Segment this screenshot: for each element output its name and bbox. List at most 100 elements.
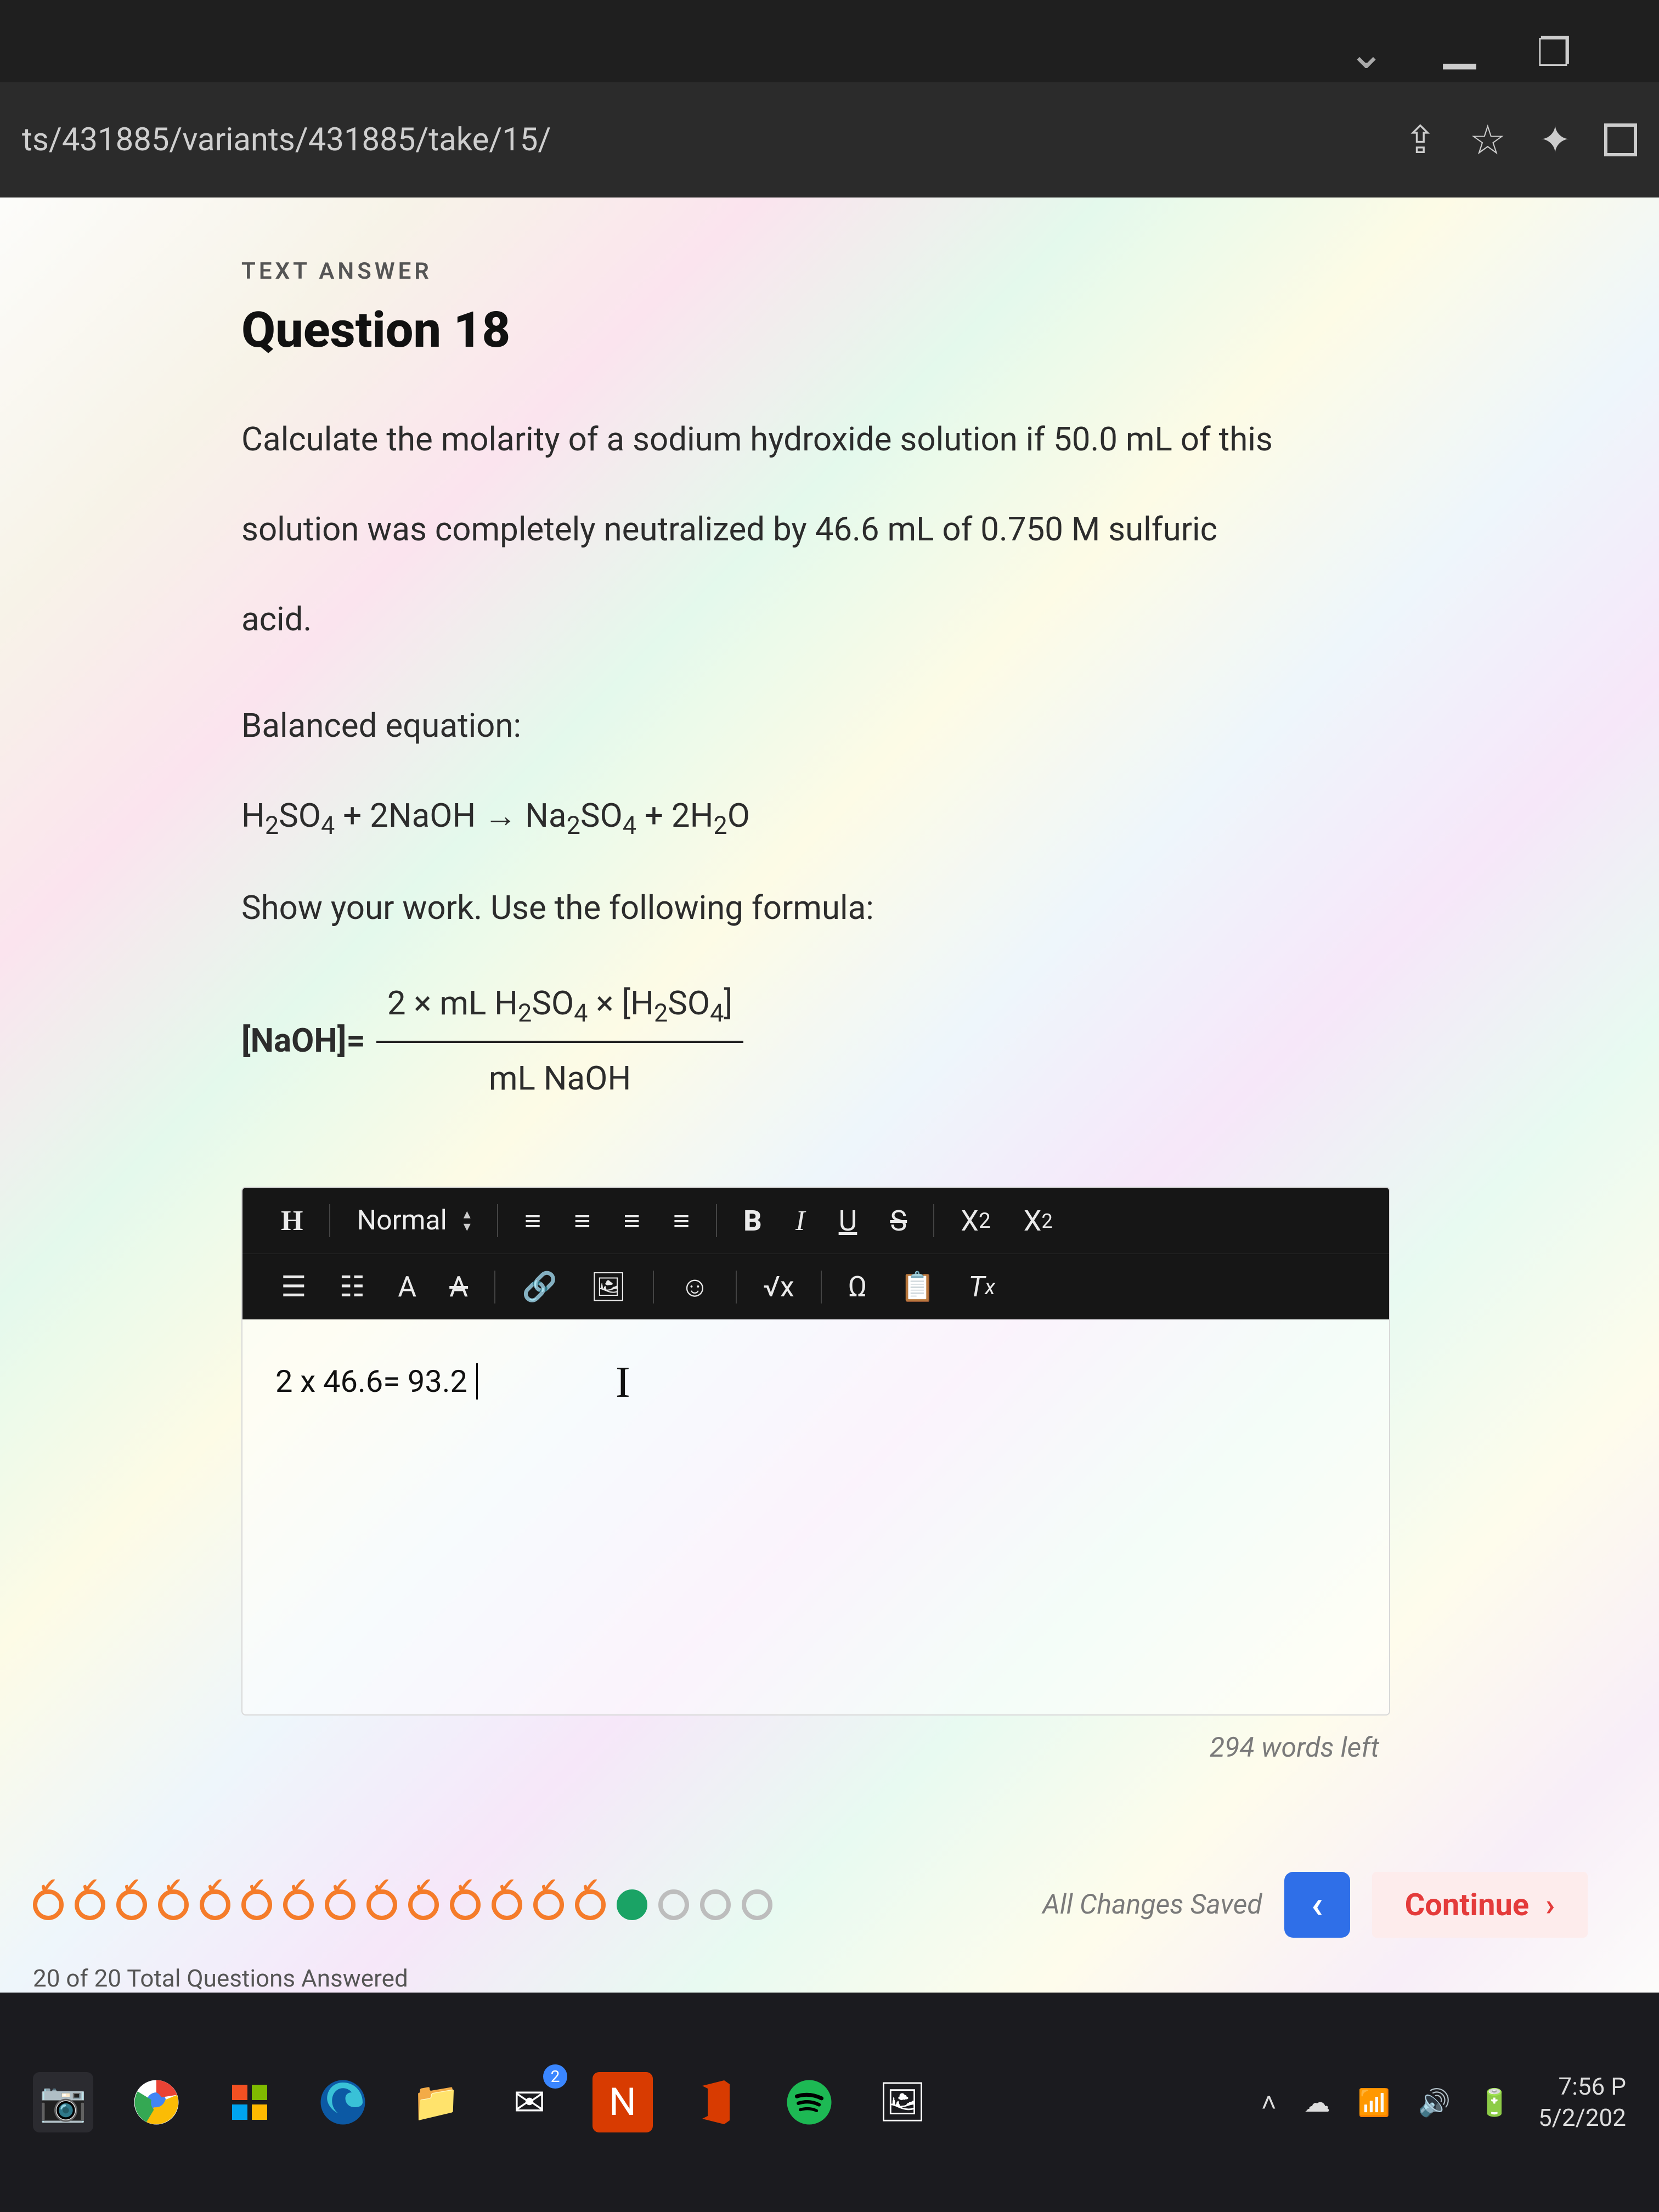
question-dot[interactable]: ✔	[200, 1889, 230, 1920]
check-icon: ✔	[247, 1873, 266, 1899]
underline-button[interactable]: U	[822, 1199, 874, 1243]
question-dot[interactable]	[700, 1889, 731, 1920]
office-icon[interactable]	[686, 2072, 746, 2132]
question-dot[interactable]: ✔	[533, 1889, 564, 1920]
question-dot[interactable]: ✔	[492, 1889, 522, 1920]
microsoft-store-icon[interactable]	[219, 2072, 280, 2132]
bold-button[interactable]: B	[727, 1199, 778, 1243]
system-tray: ˄ ☁ 📶 🔊 🔋 7:56 P 5/2/202	[1261, 2071, 1626, 2134]
account-icon[interactable]	[1604, 123, 1637, 156]
tray-chevron-icon[interactable]: ˄	[1261, 2087, 1277, 2118]
align-justify-icon[interactable]: ≡	[657, 1199, 706, 1243]
onedrive-icon[interactable]: ☁	[1304, 2087, 1330, 2118]
align-right-icon[interactable]: ≡	[607, 1199, 657, 1243]
equation-icon[interactable]: √x	[747, 1265, 811, 1309]
check-icon: ✔	[289, 1873, 308, 1899]
question-dots: ✔ ✔ ✔ ✔ ✔ ✔ ✔ ✔ ✔ ✔ ✔ ✔ ✔ ✔	[33, 1889, 772, 1920]
question-dot[interactable]: ✔	[33, 1889, 64, 1920]
taskbar-apps: 📷 📁 ✉2 N 🖼	[33, 2072, 933, 2132]
check-icon: ✔	[498, 1873, 516, 1899]
check-icon: ✔	[373, 1873, 391, 1899]
question-dot[interactable]: ✔	[116, 1889, 147, 1920]
words-remaining: 294 words left	[241, 1716, 1390, 1764]
question-dot[interactable]: ✔	[325, 1889, 356, 1920]
question-body: Calculate the molarity of a sodium hydro…	[241, 408, 1390, 1110]
paste-icon[interactable]: 📋	[883, 1265, 952, 1309]
editor-toolbar: H Normal ▴▾ ≡ ≡ ≡ ≡ B I U S	[242, 1188, 1389, 1319]
link-icon[interactable]: 🔗	[505, 1265, 574, 1309]
italic-button[interactable]: I	[778, 1199, 822, 1243]
address-bar[interactable]: ts/431885/variants/431885/take/15/ ⇪ ☆ ✦	[0, 82, 1659, 198]
heading-button[interactable]: H	[264, 1199, 319, 1243]
prompt-line-2: solution was completely neutralized by 4…	[241, 498, 1390, 561]
special-char-icon[interactable]: Ω	[832, 1265, 884, 1309]
ordered-list-icon[interactable]: ☷	[323, 1265, 382, 1309]
battery-icon[interactable]: 🔋	[1478, 2087, 1511, 2118]
edge-icon[interactable]	[313, 2072, 373, 2132]
formula: [NaOH]= 2 × mL H2SO4 × [H2SO4] mL NaOH	[241, 972, 1390, 1110]
check-icon: ✔	[539, 1873, 558, 1899]
minimize-icon[interactable]: ―	[1440, 38, 1478, 96]
clock[interactable]: 7:56 P 5/2/202	[1538, 2071, 1626, 2134]
answer-type-label: TEXT ANSWER	[241, 258, 1390, 285]
chevron-down-icon[interactable]: ⌄	[1348, 27, 1385, 79]
spotify-icon[interactable]	[779, 2072, 839, 2132]
question-dot[interactable]	[658, 1889, 689, 1920]
continue-button[interactable]: Continue›	[1372, 1872, 1588, 1938]
prompt-line-1: Calculate the molarity of a sodium hydro…	[241, 408, 1390, 471]
question-dot[interactable]: ✔	[450, 1889, 481, 1920]
file-explorer-icon[interactable]: 📁	[406, 2072, 466, 2132]
align-left-icon[interactable]: ≡	[508, 1199, 557, 1243]
onenote-icon[interactable]: N	[592, 2072, 653, 2132]
question-nav: ✔✔✔✔✔✔✔✔✔✔✔✔✔✔ All Changes Saved ‹ Conti…	[33, 1850, 1588, 1960]
question-dot[interactable]: ✔	[408, 1889, 439, 1920]
chrome-icon[interactable]	[126, 2072, 187, 2132]
question-dot[interactable]: ✔	[75, 1889, 105, 1920]
question-dot[interactable]: ✔	[366, 1889, 397, 1920]
camera-icon[interactable]: 📷	[33, 2072, 93, 2132]
wifi-icon[interactable]: 📶	[1358, 2087, 1391, 2118]
mail-icon[interactable]: ✉2	[499, 2072, 560, 2132]
check-icon: ✔	[206, 1873, 224, 1899]
align-center-icon[interactable]: ≡	[557, 1199, 607, 1243]
show-work-label: Show your work. Use the following formul…	[241, 877, 1390, 939]
browser-chrome: ⌄ ― ❐ ts/431885/variants/431885/take/15/…	[0, 0, 1659, 198]
check-icon: ✔	[456, 1873, 475, 1899]
editor-textarea[interactable]: 2 x 46.6= 93.2 I	[242, 1319, 1389, 1714]
question-dot[interactable]: ✔	[241, 1889, 272, 1920]
question-dot[interactable]	[742, 1889, 772, 1920]
paragraph-style-select[interactable]: Normal ▴▾	[340, 1199, 487, 1242]
superscript-button[interactable]: X2	[1007, 1199, 1069, 1243]
check-icon: ✔	[414, 1873, 433, 1899]
font-color-button[interactable]: A	[381, 1265, 433, 1309]
url-text: ts/431885/variants/431885/take/15/	[22, 121, 1404, 159]
save-status: All Changes Saved	[1042, 1889, 1262, 1921]
image-icon[interactable]: 🖼	[574, 1265, 643, 1309]
question-dot[interactable]: ✔	[575, 1889, 606, 1920]
chevron-right-icon: ›	[1545, 1887, 1555, 1923]
check-icon: ✔	[331, 1873, 349, 1899]
progress-text: 20 of 20 Total Questions Answered	[33, 1964, 408, 1993]
question-dot[interactable]: ✔	[158, 1889, 189, 1920]
bookmark-star-icon[interactable]: ☆	[1469, 116, 1506, 165]
previous-button[interactable]: ‹	[1284, 1872, 1350, 1938]
extensions-icon[interactable]: ✦	[1539, 117, 1571, 163]
rich-text-editor: H Normal ▴▾ ≡ ≡ ≡ ≡ B I U S	[241, 1187, 1390, 1716]
question-dot[interactable]: ✔	[283, 1889, 314, 1920]
subscript-button[interactable]: X2	[944, 1199, 1007, 1243]
highlight-button[interactable]: A	[433, 1265, 484, 1309]
editor-content: 2 x 46.6= 93.2	[275, 1363, 467, 1400]
unordered-list-icon[interactable]: ☰	[264, 1265, 323, 1309]
maximize-icon[interactable]: ❐	[1537, 30, 1571, 76]
share-icon[interactable]: ⇪	[1404, 117, 1436, 163]
strike-button[interactable]: S	[873, 1199, 923, 1243]
url-actions: ⇪ ☆ ✦	[1404, 116, 1637, 165]
question-dot[interactable]	[617, 1889, 647, 1920]
prompt-line-3: acid.	[241, 588, 1390, 651]
emoji-icon[interactable]: ☺	[664, 1265, 726, 1309]
text-cursor-icon: I	[616, 1358, 630, 1408]
page-content: TEXT ANSWER Question 18 Calculate the mo…	[0, 198, 1659, 1993]
volume-icon[interactable]: 🔊	[1418, 2087, 1451, 2118]
photos-icon[interactable]: 🖼	[872, 2072, 933, 2132]
clear-format-icon[interactable]: Tx	[952, 1265, 1012, 1309]
